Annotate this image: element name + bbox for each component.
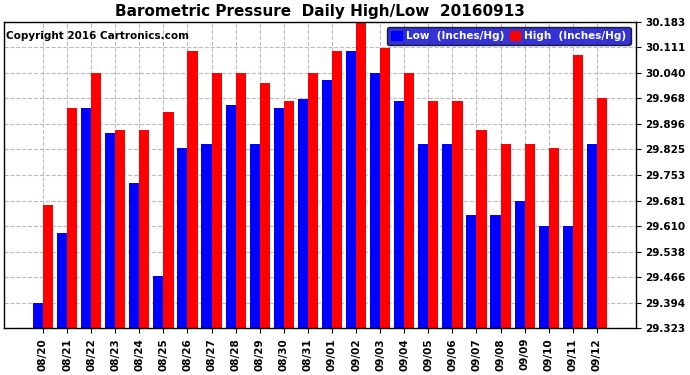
Bar [549,147,559,328]
Bar [259,83,270,328]
Bar [91,73,101,328]
Bar [477,130,486,328]
Bar [394,101,404,328]
Bar [308,73,318,328]
Bar [298,99,308,328]
Bar [418,144,428,328]
Bar [81,108,91,328]
Bar [597,98,607,328]
Bar [105,133,115,328]
Bar [573,55,583,328]
Bar [188,51,197,328]
Bar [139,130,150,328]
Bar [346,51,356,328]
Bar [539,226,549,328]
Bar [515,201,524,328]
Bar [586,144,597,328]
Bar [356,22,366,328]
Legend: Low  (Inches/Hg), High  (Inches/Hg): Low (Inches/Hg), High (Inches/Hg) [387,27,631,45]
Bar [370,73,380,328]
Bar [453,101,462,328]
Bar [226,105,236,328]
Bar [212,73,221,328]
Bar [284,101,294,328]
Bar [236,73,246,328]
Bar [500,144,511,328]
Bar [250,144,259,328]
Bar [57,233,67,328]
Bar [67,108,77,328]
Bar [201,144,212,328]
Bar [380,48,391,328]
Bar [129,183,139,328]
Bar [466,215,477,328]
Text: Copyright 2016 Cartronics.com: Copyright 2016 Cartronics.com [6,31,189,41]
Bar [524,144,535,328]
Bar [322,80,332,328]
Bar [177,147,188,328]
Bar [164,112,173,328]
Bar [274,108,284,328]
Bar [563,226,573,328]
Bar [491,215,500,328]
Bar [442,144,453,328]
Bar [43,204,53,328]
Bar [428,101,438,328]
Bar [153,276,164,328]
Bar [115,130,126,328]
Bar [332,51,342,328]
Bar [404,73,415,328]
Bar [33,303,43,328]
Title: Barometric Pressure  Daily High/Low  20160913: Barometric Pressure Daily High/Low 20160… [115,4,525,19]
